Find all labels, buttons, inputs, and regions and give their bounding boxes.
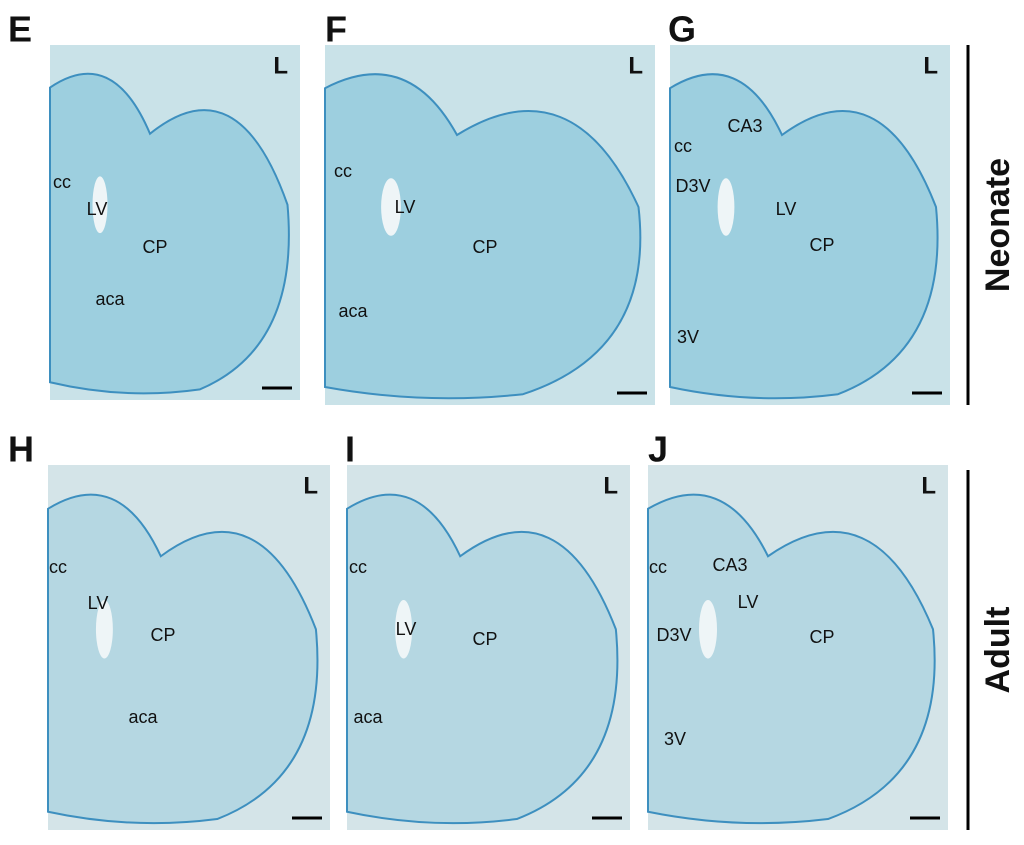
region-label: CA3 xyxy=(727,116,762,136)
panel-letter: H xyxy=(8,429,34,470)
tissue xyxy=(49,72,290,395)
region-label: 3V xyxy=(677,327,699,347)
side-label: L xyxy=(303,472,318,499)
panel-letter: I xyxy=(345,429,355,470)
region-label: CA3 xyxy=(712,555,747,575)
panel-letter: G xyxy=(668,9,696,50)
region-label: aca xyxy=(353,707,383,727)
row-label: Neonate xyxy=(979,158,1017,292)
region-label: aca xyxy=(338,301,368,321)
region-label: cc xyxy=(674,136,692,156)
ventricle xyxy=(95,600,113,659)
region-label: cc xyxy=(349,557,367,577)
region-label: CP xyxy=(472,237,497,257)
region-label: LV xyxy=(88,593,109,613)
tissue xyxy=(669,73,939,400)
region-label: aca xyxy=(95,289,125,309)
region-label: 3V xyxy=(664,729,686,749)
region-label: LV xyxy=(395,197,416,217)
region-label: cc xyxy=(649,557,667,577)
panel-letter: F xyxy=(325,9,347,50)
region-label: CP xyxy=(472,629,497,649)
ventricle xyxy=(381,178,401,236)
tissue xyxy=(47,493,319,825)
ventricle xyxy=(717,178,735,236)
row-label: Adult xyxy=(979,607,1017,694)
side-label: L xyxy=(628,52,643,79)
region-label: CP xyxy=(809,235,834,255)
region-label: CP xyxy=(142,237,167,257)
region-label: cc xyxy=(49,557,67,577)
side-label: L xyxy=(603,472,618,499)
panel-letter: J xyxy=(648,429,668,470)
region-label: D3V xyxy=(675,176,710,196)
region-label: aca xyxy=(128,707,158,727)
region-label: LV xyxy=(738,592,759,612)
side-label: L xyxy=(921,472,936,499)
region-label: LV xyxy=(776,199,797,219)
side-label: L xyxy=(273,52,288,79)
ventricle xyxy=(395,600,413,659)
panel-letter: E xyxy=(8,9,32,50)
ventricle xyxy=(92,176,108,234)
ventricle xyxy=(699,600,717,659)
region-label: CP xyxy=(809,627,834,647)
region-label: LV xyxy=(87,199,108,219)
tissue xyxy=(647,493,936,825)
region-label: cc xyxy=(334,161,352,181)
region-label: CP xyxy=(150,625,175,645)
region-label: D3V xyxy=(656,625,691,645)
region-label: cc xyxy=(53,172,71,192)
tissue xyxy=(346,493,619,825)
tissue xyxy=(324,73,642,400)
side-label: L xyxy=(923,52,938,79)
region-label: LV xyxy=(396,619,417,639)
